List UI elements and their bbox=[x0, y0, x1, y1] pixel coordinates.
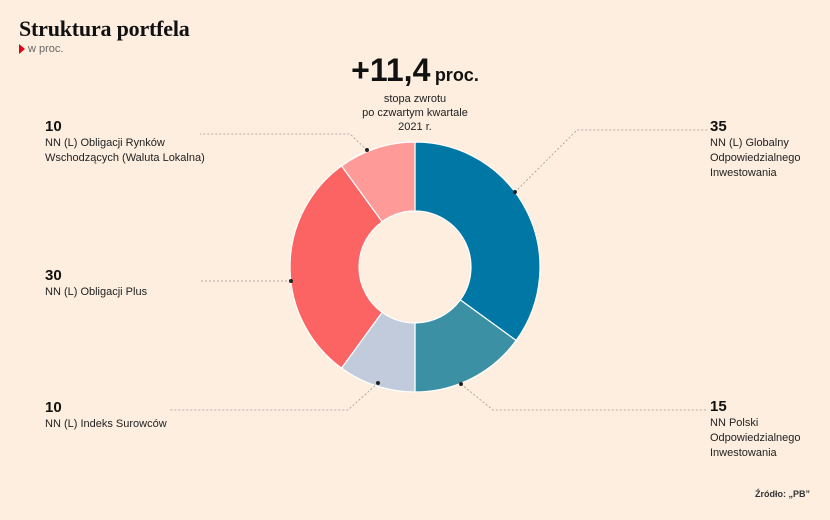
triangle-marker-icon bbox=[19, 44, 25, 54]
caption-line: 2021 r. bbox=[398, 121, 432, 133]
caption-line: po czwartym kwartale bbox=[362, 107, 468, 119]
leader-globalny-dot bbox=[513, 190, 517, 194]
slice-rynkow bbox=[340, 141, 416, 223]
label-obligacji-plus: 30 NN (L) Obligacji Plus bbox=[45, 267, 147, 300]
leader-rynkow bbox=[200, 133, 368, 151]
label-line: NN Polski bbox=[710, 417, 759, 429]
label-line: NN (L) Indeks Surowców bbox=[45, 418, 167, 430]
label-rynkow: 10 NN (L) Obligacji Rynków Wschodzących … bbox=[45, 118, 205, 166]
value-polski: 15 bbox=[710, 398, 727, 415]
leader-surowcow-dot bbox=[376, 381, 380, 385]
leader-surowcow bbox=[170, 382, 379, 411]
label-line: NN (L) Globalny bbox=[710, 137, 789, 149]
donut-slices bbox=[289, 141, 541, 393]
leader-globalny bbox=[514, 129, 708, 193]
leader-polski bbox=[460, 383, 708, 411]
chart-subtitle: w proc. bbox=[19, 43, 63, 55]
source-note: Źródło: „PB” bbox=[755, 489, 810, 499]
leader-lines bbox=[170, 129, 708, 411]
slice-obligacji-plus bbox=[289, 165, 383, 369]
value-rynkow: 10 bbox=[45, 118, 62, 135]
label-polski: 15 NN Polski Odpowiedzialnego Inwestowan… bbox=[710, 398, 801, 461]
label-line: NN (L) Obligacji Rynków bbox=[45, 137, 165, 149]
label-surowcow: 10 NN (L) Indeks Surowców bbox=[45, 399, 167, 432]
headline-unit: proc. bbox=[434, 65, 479, 85]
leader-polski-dot bbox=[459, 382, 463, 386]
label-line: NN (L) Obligacji Plus bbox=[45, 286, 148, 298]
value-obligacji-plus: 30 bbox=[45, 267, 62, 284]
slice-globalny bbox=[414, 141, 541, 342]
label-line: Odpowiedzialnego bbox=[710, 152, 801, 164]
caption-line: stopa zwrotu bbox=[383, 93, 447, 105]
headline-caption: stopa zwrotu po czwartym kwartale 2021 r… bbox=[315, 92, 515, 134]
unit-label: w proc. bbox=[28, 43, 64, 55]
headline-return: +11,4 proc. bbox=[0, 52, 830, 89]
chart-title: Struktura portfela bbox=[19, 16, 190, 41]
label-globalny: 35 NN (L) Globalny Odpowiedzialnego Inwe… bbox=[710, 118, 801, 181]
value-globalny: 35 bbox=[710, 118, 727, 135]
headline-value: +11,4 bbox=[351, 52, 431, 88]
leader-obligacji-plus-dot bbox=[289, 279, 293, 283]
label-line: Inwestowania bbox=[710, 447, 777, 459]
label-line: Wschodzących (Waluta Lokalna) bbox=[45, 152, 205, 164]
leader-rynkow-dot bbox=[365, 148, 369, 152]
value-surowcow: 10 bbox=[45, 399, 62, 416]
label-line: Inwestowania bbox=[710, 167, 777, 179]
label-line: Odpowiedzialnego bbox=[710, 432, 801, 444]
